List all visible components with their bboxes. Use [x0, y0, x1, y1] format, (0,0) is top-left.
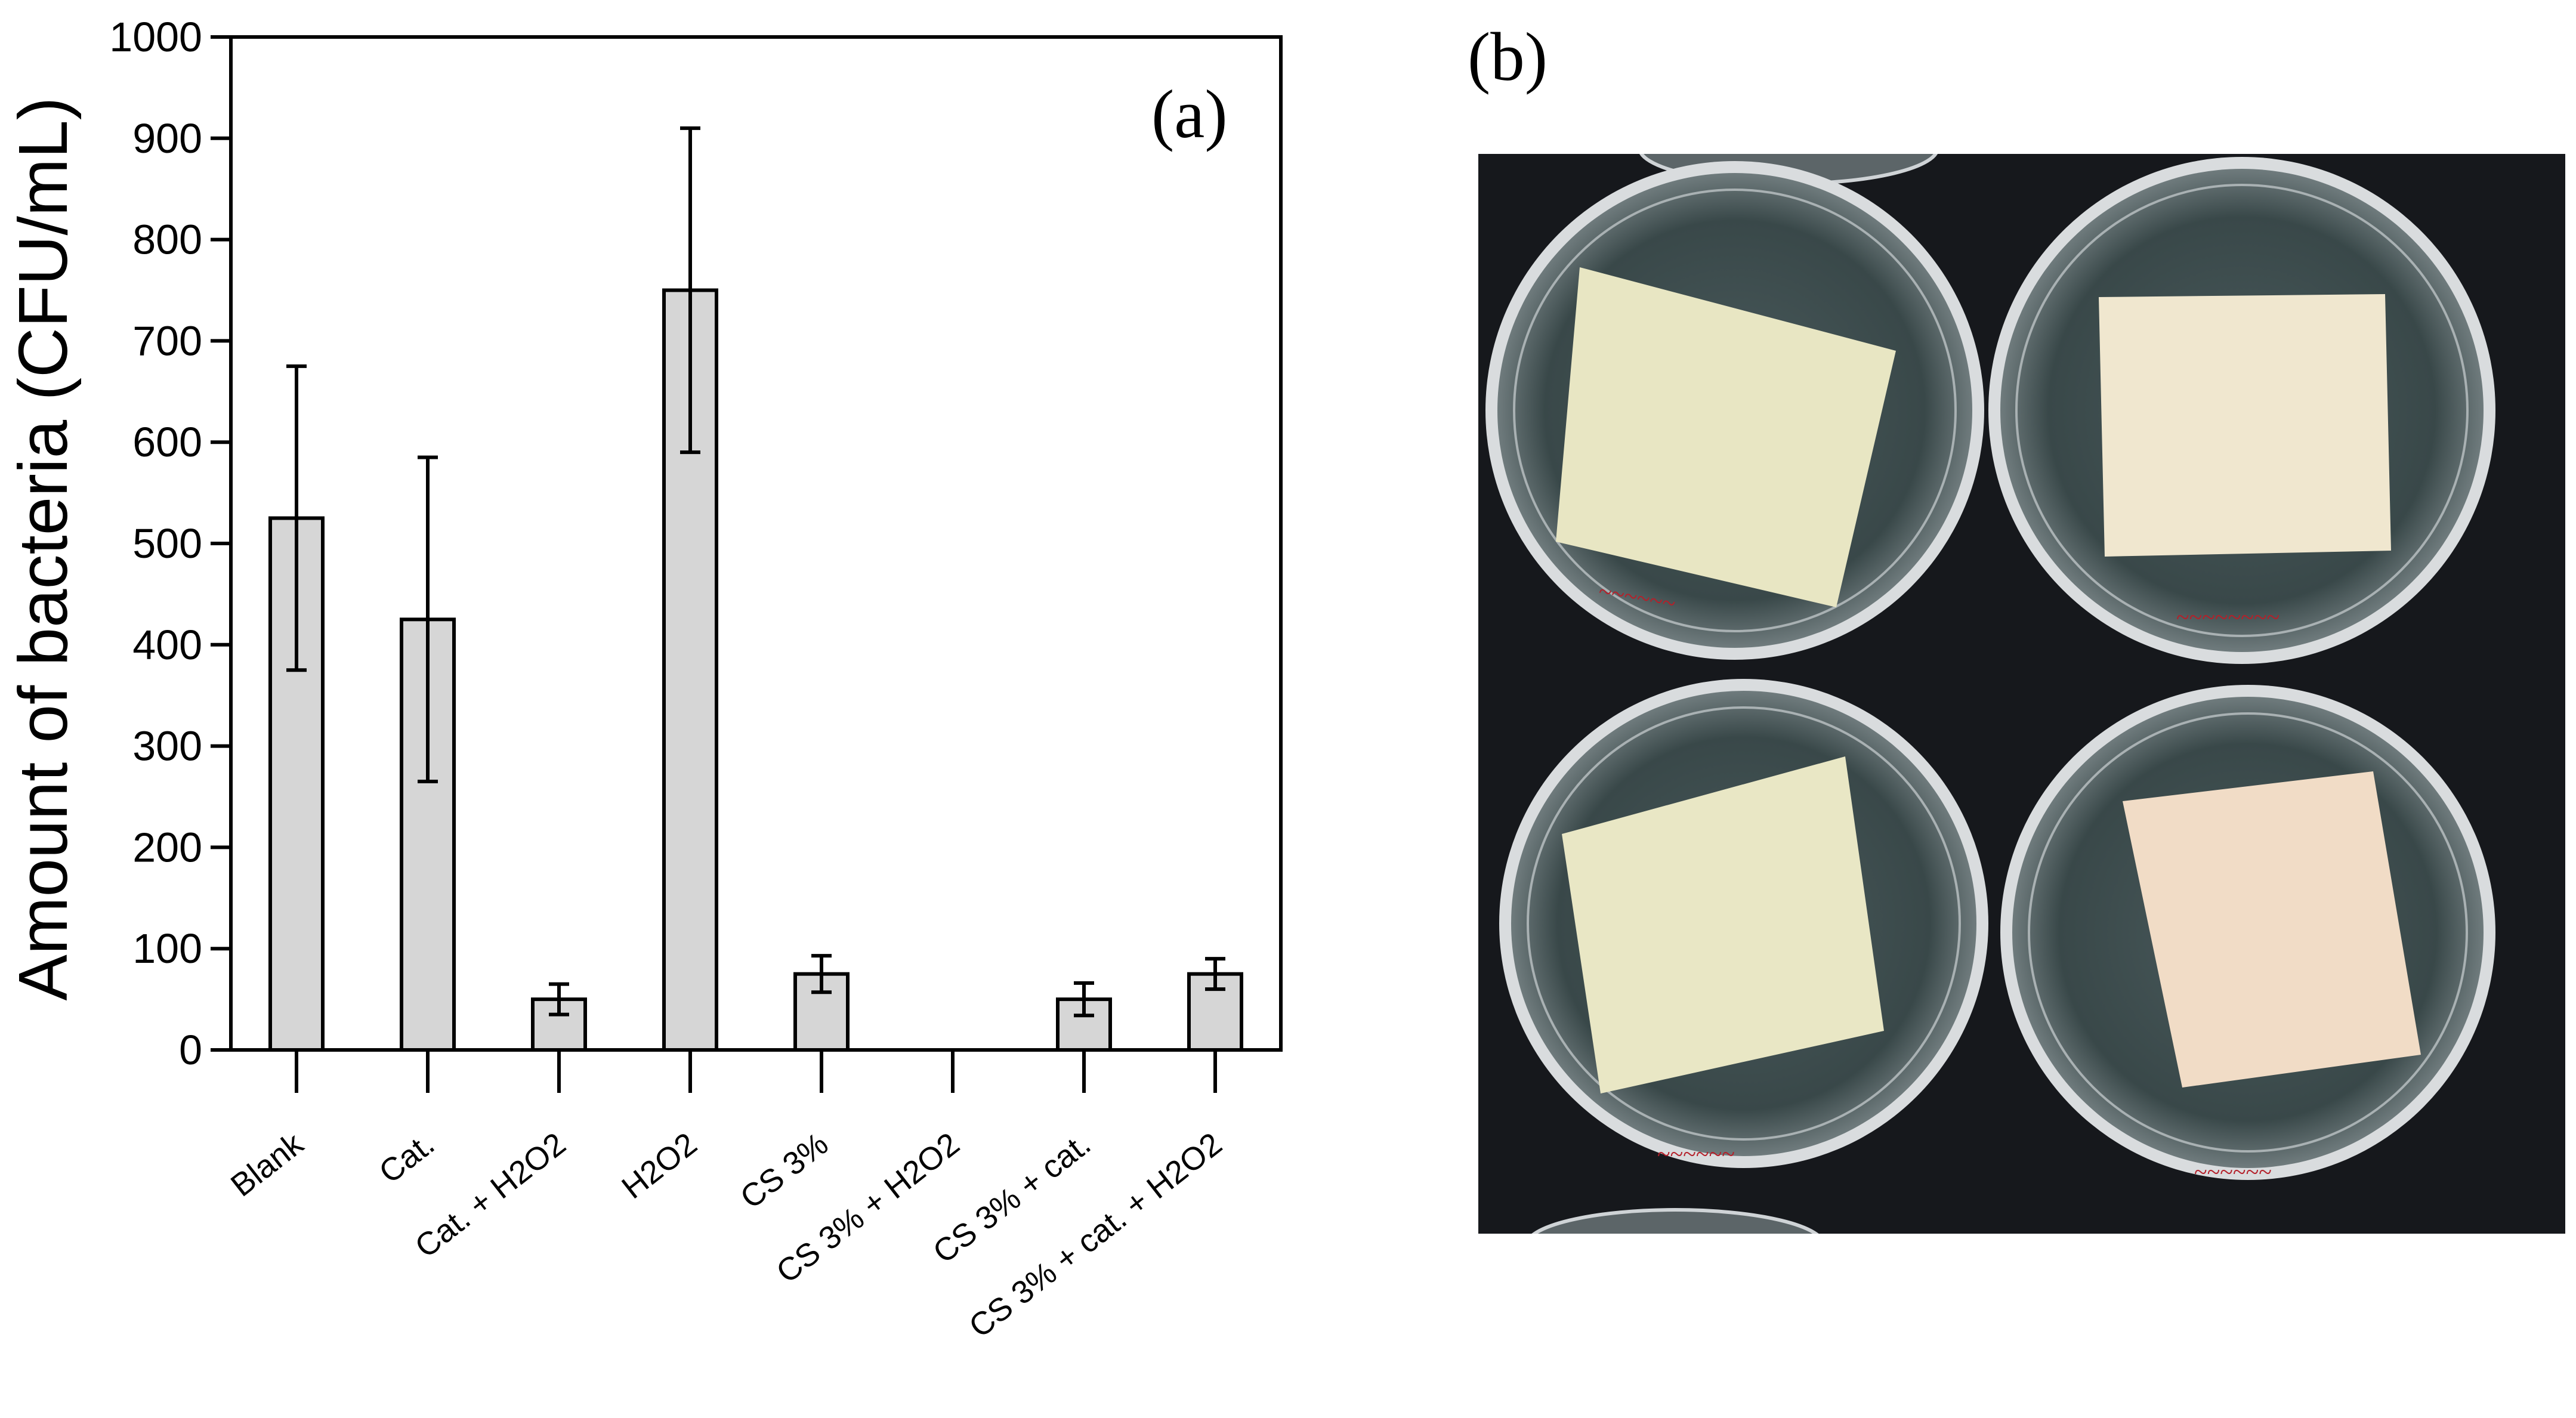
x-tick-label: Blank — [224, 1126, 310, 1204]
sample-square-1 — [1556, 267, 1896, 607]
petri-dish-illustration: ~~~~~~ ~~~~~~~~ ~~~~~~ — [1485, 154, 2495, 1234]
y-tick-label: 300 — [132, 723, 202, 770]
petri-dish-3: ~~~~~~ — [1499, 679, 1988, 1168]
x-tick-label: Cat. — [372, 1126, 441, 1190]
sample-square-2 — [2099, 294, 2391, 557]
svg-text:~~~~~~: ~~~~~~ — [2194, 1159, 2272, 1185]
y-tick-label: 400 — [132, 622, 202, 668]
petri-dish-2: ~~~~~~~~ — [1988, 157, 2495, 664]
svg-text:~~~~~~: ~~~~~~ — [1657, 1141, 1735, 1167]
petri-dish-4: ~~~~~~ — [2000, 685, 2495, 1185]
x-tick-label: H2O2 — [615, 1126, 703, 1206]
x-tick-label: CS 3% — [734, 1126, 835, 1216]
y-tick-label: 900 — [132, 115, 202, 162]
petri-dish-1: ~~~~~~ — [1485, 161, 1984, 660]
sample-square-4 — [2123, 771, 2421, 1088]
y-tick-label: 500 — [132, 520, 202, 567]
x-tick-label: CS 3% + cat. + H2O2 — [962, 1126, 1228, 1345]
plot-frame — [229, 35, 1283, 1052]
y-tick-label: 0 — [179, 1027, 202, 1073]
sample-square-3 — [1562, 756, 1884, 1093]
partial-dish-bottom — [1531, 1208, 1819, 1234]
panel-a-label: (a) — [1151, 76, 1228, 152]
y-tick-label: 1000 — [109, 14, 202, 60]
svg-text:~~~~~~~~: ~~~~~~~~ — [2176, 604, 2280, 631]
y-tick-label: 800 — [132, 217, 202, 263]
petri-dish-photo: ~~~~~~ ~~~~~~~~ ~~~~~~ — [1478, 154, 2565, 1234]
y-tick-label: 600 — [132, 419, 202, 465]
y-tick-label: 200 — [132, 824, 202, 870]
y-tick-label: 100 — [132, 925, 202, 972]
panel-b-label: (b) — [1468, 19, 1548, 95]
y-axis-title: Amount of bacteria (CFU/mL) — [4, 97, 82, 1001]
y-tick-label: 700 — [132, 317, 202, 364]
